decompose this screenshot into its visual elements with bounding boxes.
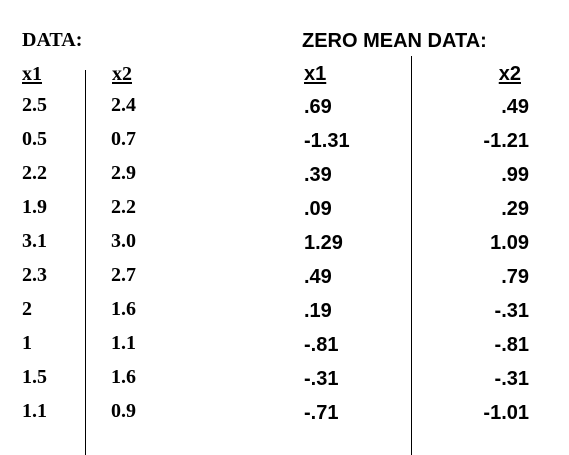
data-cell-x1: 2.5 bbox=[22, 94, 47, 116]
zero-mean-cell-x2: .99 bbox=[501, 164, 529, 186]
data-cell-x2: 3.0 bbox=[111, 230, 136, 252]
data-cell-x2: 0.9 bbox=[111, 400, 136, 422]
data-cell-x2: 1.6 bbox=[111, 366, 136, 388]
data-cell-x2: 2.4 bbox=[111, 94, 136, 116]
zero-mean-cell-x1: .19 bbox=[304, 300, 332, 322]
data-cell-x1: 2.2 bbox=[22, 162, 47, 184]
zero-mean-header-x1: x1 bbox=[304, 63, 327, 85]
data-title: DATA: bbox=[22, 29, 83, 51]
zero-mean-cell-x1: .39 bbox=[304, 164, 332, 186]
data-cell-x2: 0.7 bbox=[111, 128, 136, 150]
data-cell-x2: 2.7 bbox=[111, 264, 136, 286]
data-cell-x1: 1.1 bbox=[22, 400, 47, 422]
data-cell-x1: 1.9 bbox=[22, 196, 47, 218]
data-header-x2: x2 bbox=[112, 63, 132, 85]
zero-mean-column-x2: .49 -1.21 .99 .29 1.09 .79 -.31 -.81 -.3… bbox=[483, 97, 529, 437]
data-cell-x2: 2.9 bbox=[111, 162, 136, 184]
data-cell-x1: 1 bbox=[22, 332, 32, 354]
zero-mean-cell-x1: .09 bbox=[304, 198, 332, 220]
zero-mean-header-x2: x2 bbox=[498, 63, 521, 85]
zero-mean-cell-x1: -.81 bbox=[304, 334, 339, 356]
data-column-x2: 2.4 0.7 2.9 2.2 3.0 2.7 1.6 1.1 1.6 0.9 bbox=[111, 95, 136, 435]
zero-mean-cell-x2: .49 bbox=[501, 96, 529, 118]
zero-mean-column-divider bbox=[411, 56, 412, 455]
data-column-divider bbox=[85, 70, 86, 455]
data-cell-x1: 3.1 bbox=[22, 230, 47, 252]
zero-mean-cell-x1: .49 bbox=[304, 266, 332, 288]
data-cell-x1: 1.5 bbox=[22, 366, 47, 388]
zero-mean-cell-x1: 1.29 bbox=[304, 232, 343, 254]
data-cell-x2: 1.1 bbox=[111, 332, 136, 354]
zero-mean-cell-x2: -1.01 bbox=[483, 402, 529, 424]
zero-mean-cell-x2: .79 bbox=[501, 266, 529, 288]
zero-mean-cell-x2: -.31 bbox=[494, 368, 529, 390]
data-cell-x1: 0.5 bbox=[22, 128, 47, 150]
zero-mean-cell-x2: .29 bbox=[501, 198, 529, 220]
data-cell-x2: 1.6 bbox=[111, 298, 136, 320]
data-cell-x1: 2.3 bbox=[22, 264, 47, 286]
data-header-x1: x1 bbox=[22, 63, 42, 85]
zero-mean-cell-x1: -.71 bbox=[304, 402, 339, 424]
zero-mean-cell-x2: 1.09 bbox=[490, 232, 529, 254]
zero-mean-cell-x1: .69 bbox=[304, 96, 332, 118]
zero-mean-cell-x2: -.31 bbox=[494, 300, 529, 322]
data-cell-x2: 2.2 bbox=[111, 196, 136, 218]
zero-mean-cell-x1: -1.31 bbox=[304, 130, 350, 152]
zero-mean-title: ZERO MEAN DATA: bbox=[302, 30, 487, 52]
data-column-x1: 2.5 0.5 2.2 1.9 3.1 2.3 2 1 1.5 1.1 bbox=[22, 95, 47, 435]
zero-mean-cell-x1: -.31 bbox=[304, 368, 339, 390]
zero-mean-column-x1: .69 -1.31 .39 .09 1.29 .49 .19 -.81 -.31… bbox=[304, 97, 350, 437]
zero-mean-cell-x2: -.81 bbox=[494, 334, 529, 356]
data-cell-x1: 2 bbox=[22, 298, 32, 320]
zero-mean-cell-x2: -1.21 bbox=[483, 130, 529, 152]
